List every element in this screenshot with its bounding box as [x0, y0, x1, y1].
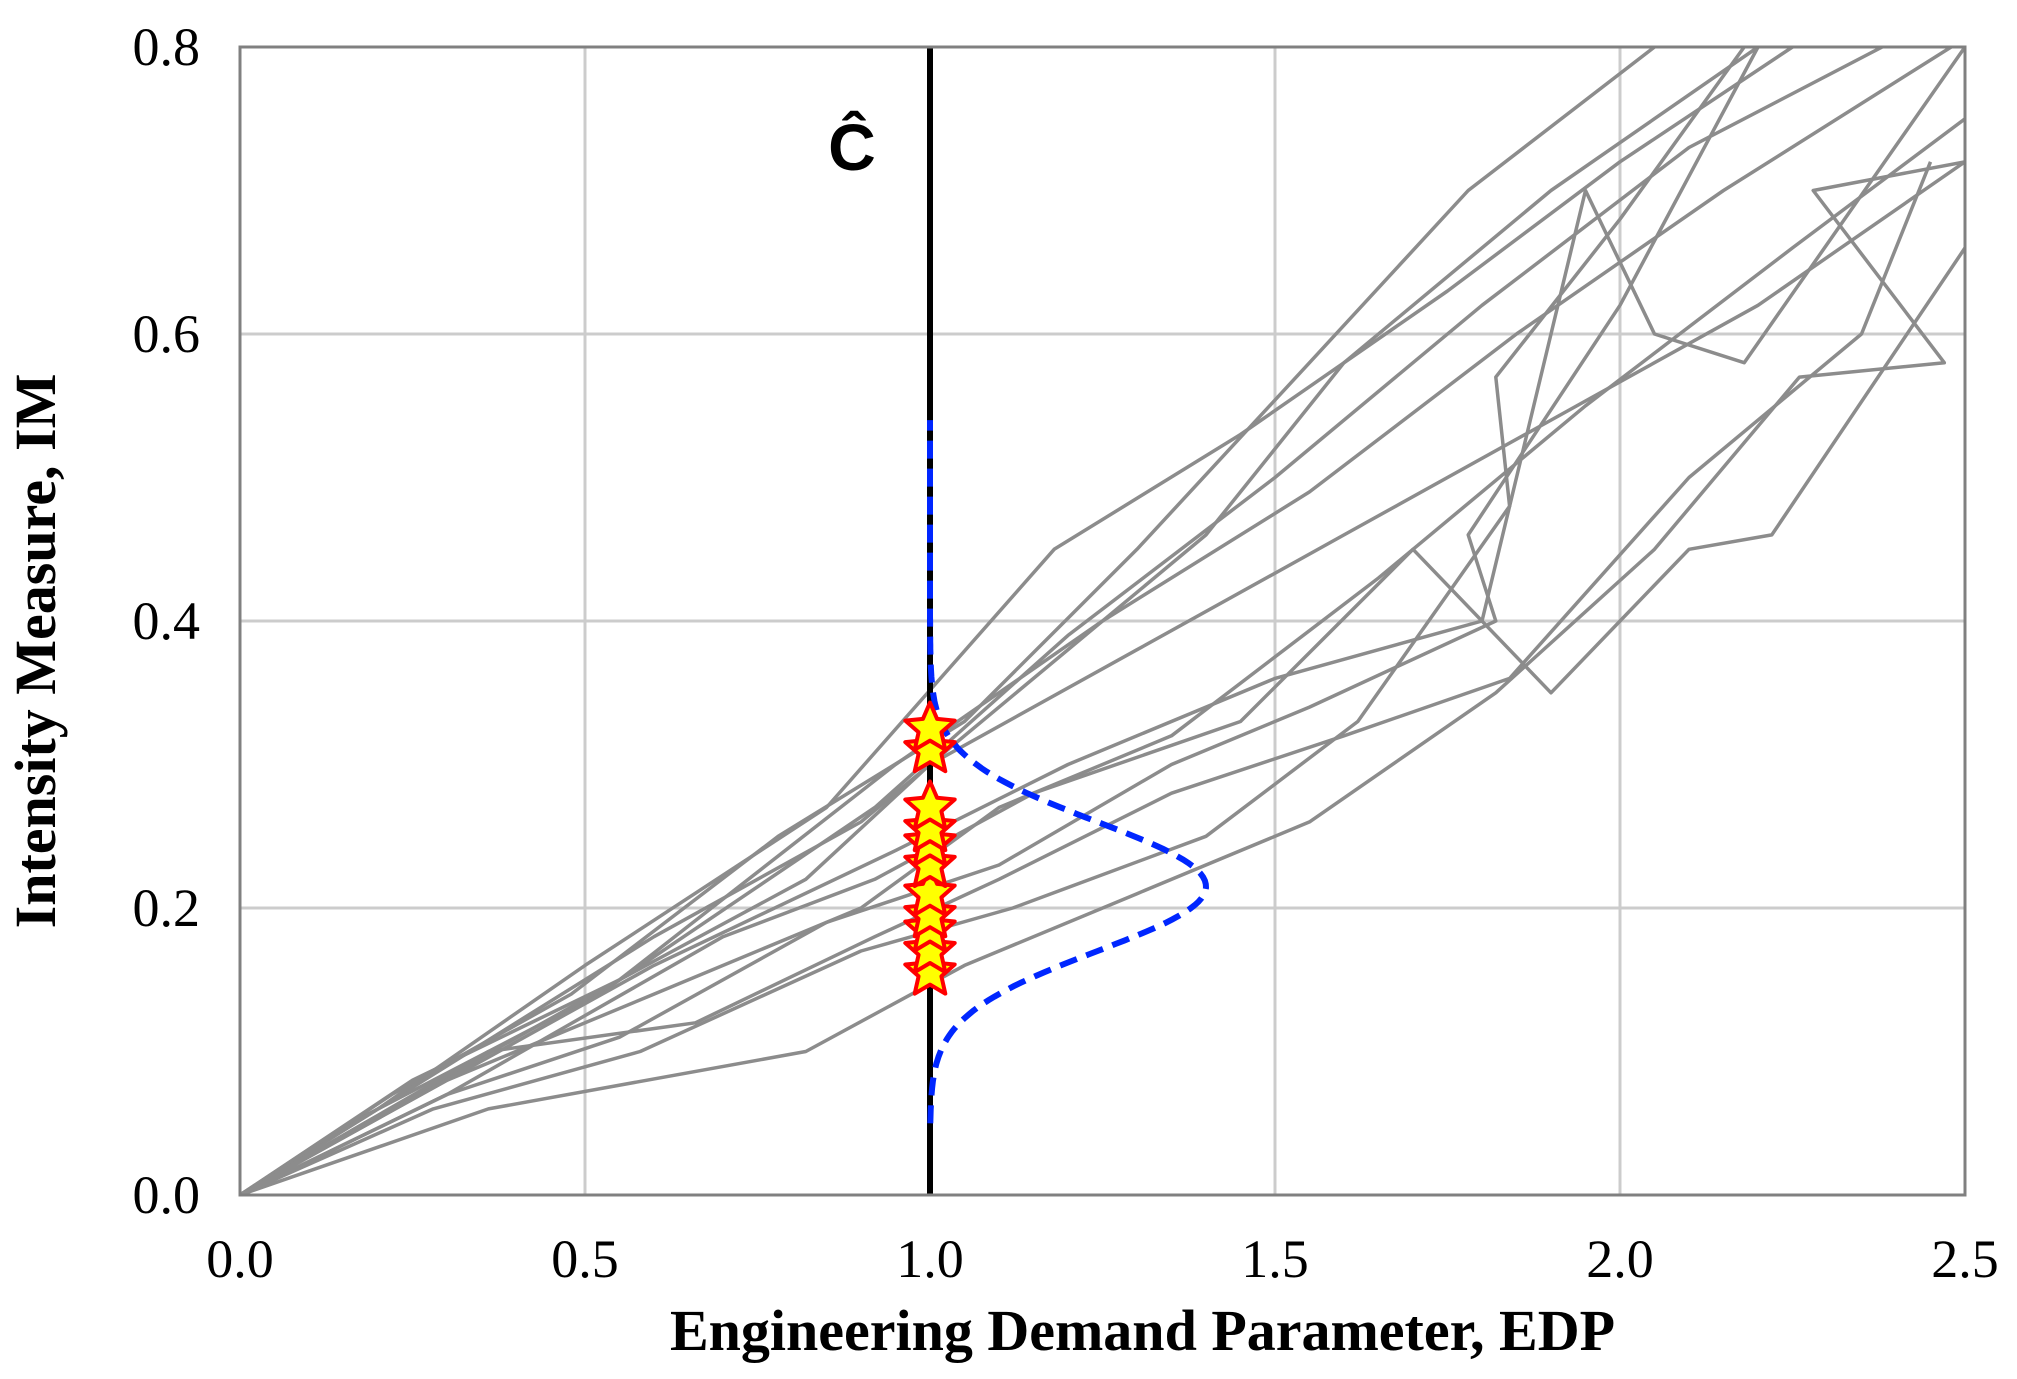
x-tick-label: 2.0	[1586, 1229, 1654, 1289]
y-tick-label: 0.4	[133, 591, 201, 651]
capacity-label: Ĉ	[828, 110, 876, 184]
series-line-12	[240, 47, 1760, 1195]
capacity-points	[903, 700, 957, 996]
series-line-6	[240, 160, 1965, 1195]
x-tick-labels: 0.0 0.5 1.0 1.5 2.0 2.5	[206, 1229, 1999, 1289]
y-tick-label: 0.6	[133, 304, 201, 364]
x-tick-label: 1.0	[896, 1229, 964, 1289]
capacity-star-5	[903, 865, 957, 917]
series-line-10	[240, 246, 1965, 1195]
capacity-star-10	[903, 722, 957, 774]
x-tick-label: 0.5	[551, 1229, 619, 1289]
capacity-star-8	[903, 801, 957, 853]
series-line-11	[240, 47, 1965, 1195]
y-tick-label: 0.2	[133, 878, 201, 938]
series-line-4	[240, 47, 1794, 1195]
series-lines	[240, 47, 1965, 1195]
series-line-9	[240, 160, 1965, 1195]
series-line-1	[240, 47, 1884, 1195]
y-tick-label: 0.8	[133, 17, 201, 77]
capacity-star-2	[903, 923, 957, 975]
x-tick-label: 0.0	[206, 1229, 274, 1289]
capacity-star-9	[903, 779, 957, 831]
x-tick-label: 2.5	[1931, 1229, 1999, 1289]
plot-frame	[238, 45, 1967, 1197]
y-tick-label: 0.0	[133, 1165, 201, 1225]
x-tick-label: 1.5	[1241, 1229, 1309, 1289]
series-line-13	[240, 47, 1746, 1195]
capacity-star-1	[903, 944, 957, 996]
capacity-star-11	[903, 700, 957, 752]
x-axis-title: Engineering Demand Parameter, EDP	[670, 1298, 1615, 1363]
y-tick-labels: 0.0 0.2 0.4 0.6 0.8	[133, 17, 201, 1225]
distribution-curve	[927, 420, 1210, 1124]
capacity-star-4	[903, 887, 957, 939]
capacity-star-6	[903, 837, 957, 888]
y-axis-title: Intensity Measure, IM	[3, 374, 68, 929]
